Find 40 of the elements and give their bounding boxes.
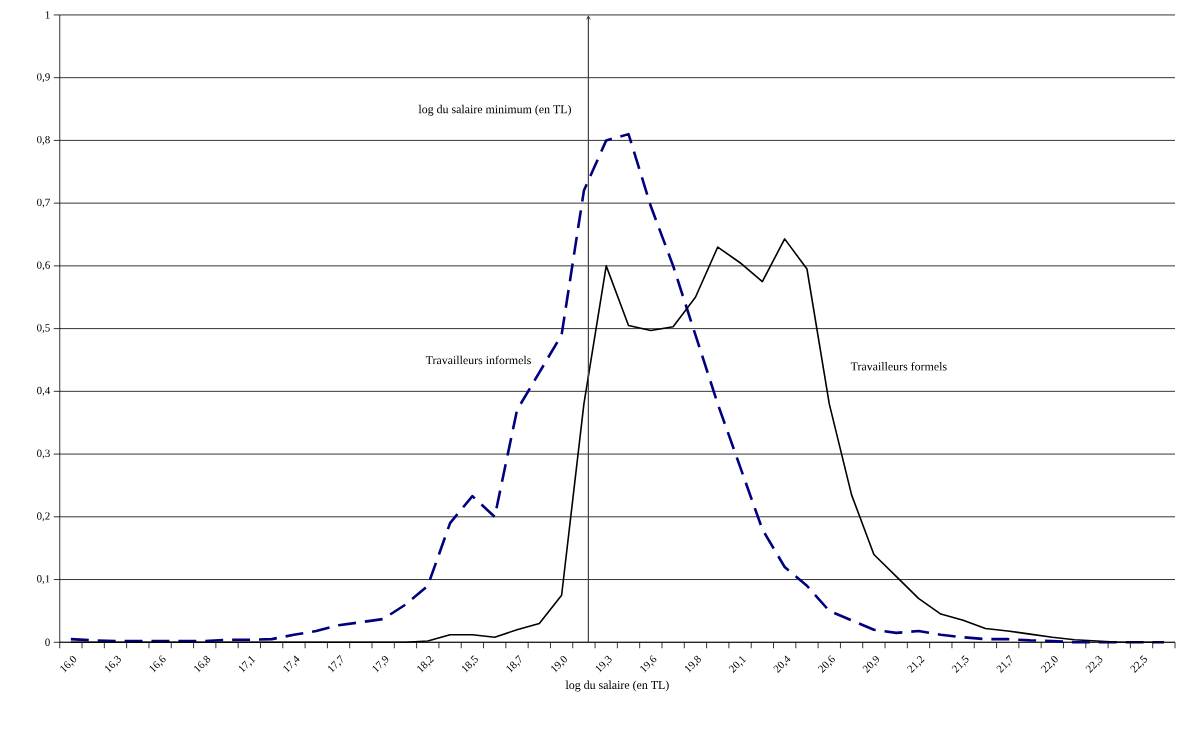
x-tick-label: 20,9: [862, 655, 880, 673]
x-tick-label: 20,4: [773, 655, 791, 673]
x-axis-title: log du salaire (en TL): [565, 680, 669, 692]
x-tick-label: 19,3: [595, 655, 612, 673]
x-tick-label: 22,5: [1130, 655, 1147, 673]
y-tick-label: 0,2: [37, 512, 50, 522]
series-label: Travailleurs informels: [425, 355, 531, 365]
text: Travailleurs formels: [850, 362, 947, 371]
y-tick-label: 0,6: [37, 261, 50, 271]
x-tick-label: 18,7: [506, 654, 522, 673]
y-tick-label: 0,5: [37, 324, 50, 334]
y-tick-label: 0,8: [37, 135, 50, 145]
x-tick-label: 16,0: [60, 655, 77, 673]
x-tick-label: 17,7: [327, 654, 343, 673]
y-tick-label: 0,3: [37, 449, 50, 459]
x-tick-label: 19,6: [640, 655, 657, 673]
y-tick-label: 0,7: [37, 198, 50, 208]
x-tick-label: 16,6: [149, 655, 166, 673]
x-tick-label: 18,2: [417, 655, 434, 673]
y-tick-label: 0: [45, 638, 50, 647]
x-tick-label: 22,3: [1085, 655, 1103, 673]
y-tick-label: 1: [45, 11, 50, 19]
x-tick-label: 19,0: [551, 655, 567, 673]
y-tick-label: 0,4: [37, 386, 51, 396]
x-tick-label: 21,2: [907, 655, 925, 673]
x-tick-label: 16,8: [194, 655, 211, 673]
x-tick-label: 16,3: [104, 655, 121, 673]
x-tick-label: 20,1: [728, 656, 747, 673]
x-tick-label: 20,6: [817, 655, 835, 673]
annotation: log du salaire minimum (en TL): [418, 104, 571, 116]
x-tick-label: 21,7: [996, 654, 1012, 673]
x-tick-label: 17,1: [238, 656, 256, 673]
x-tick-label: 17,9: [372, 655, 389, 673]
x-tick-label: 17,4: [283, 655, 300, 673]
x-tick-label: 21,5: [951, 655, 969, 673]
y-tick-label: 0,9: [37, 73, 50, 83]
x-tick-label: 19,8: [684, 655, 701, 673]
x-tick-label: 22,0: [1040, 655, 1058, 673]
y-tick-label: 0,1: [37, 575, 50, 585]
x-tick-label: 18,5: [461, 655, 478, 673]
